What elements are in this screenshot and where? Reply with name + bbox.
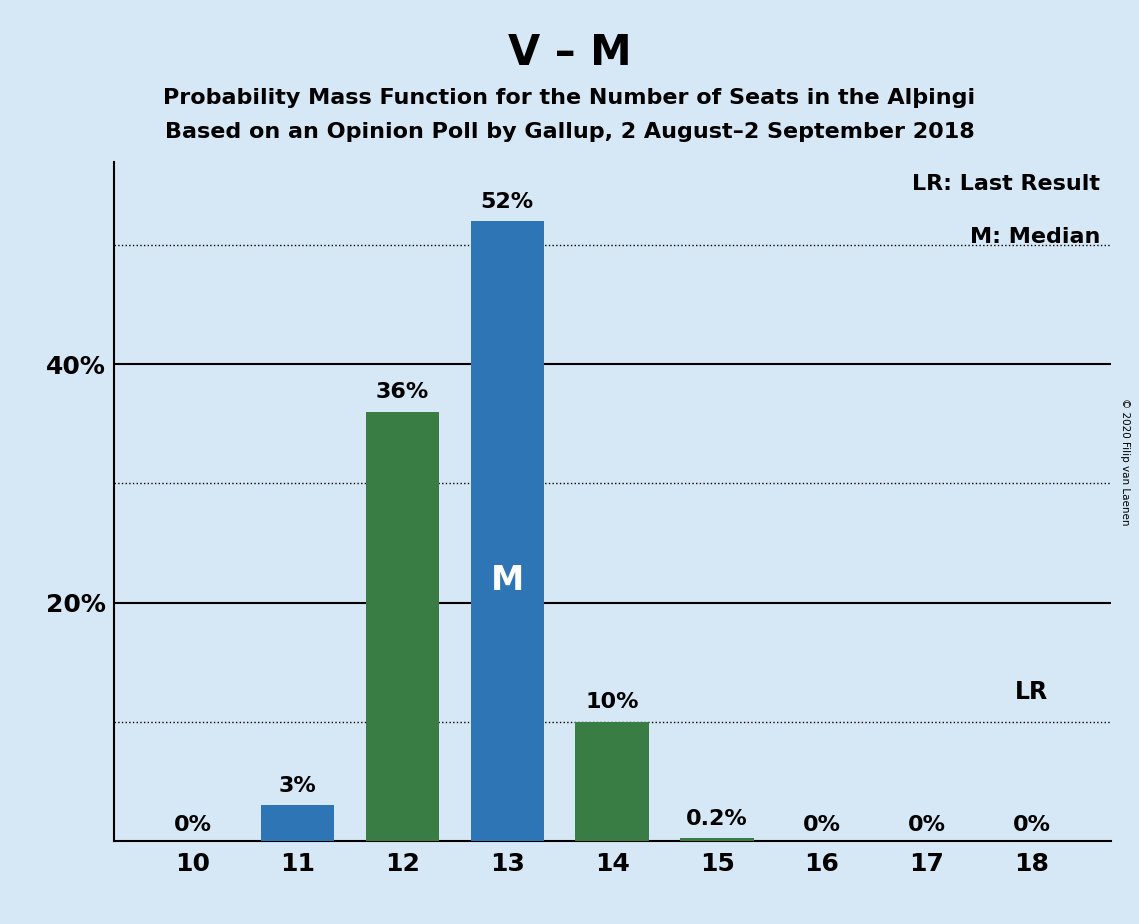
- Text: 36%: 36%: [376, 383, 429, 402]
- Text: LR: LR: [1015, 680, 1048, 704]
- Bar: [261, 805, 334, 841]
- Text: 3%: 3%: [279, 775, 317, 796]
- Text: 10%: 10%: [585, 692, 639, 712]
- Text: LR: Last Result: LR: Last Result: [912, 174, 1100, 194]
- Bar: [366, 412, 440, 841]
- Text: 0%: 0%: [173, 815, 212, 835]
- Text: M: Median: M: Median: [969, 227, 1100, 248]
- Text: M: M: [491, 565, 524, 597]
- Text: 0.2%: 0.2%: [686, 808, 748, 829]
- Text: 0%: 0%: [1013, 815, 1051, 835]
- Text: V – M: V – M: [508, 32, 631, 74]
- Text: 0%: 0%: [908, 815, 945, 835]
- Text: 52%: 52%: [481, 192, 534, 212]
- Bar: [575, 722, 649, 841]
- Text: Based on an Opinion Poll by Gallup, 2 August–2 September 2018: Based on an Opinion Poll by Gallup, 2 Au…: [165, 122, 974, 142]
- Bar: [680, 838, 754, 841]
- Text: © 2020 Filip van Laenen: © 2020 Filip van Laenen: [1121, 398, 1130, 526]
- Text: Probability Mass Function for the Number of Seats in the Alþingi: Probability Mass Function for the Number…: [163, 88, 976, 108]
- Bar: [470, 221, 544, 841]
- Text: 0%: 0%: [803, 815, 841, 835]
